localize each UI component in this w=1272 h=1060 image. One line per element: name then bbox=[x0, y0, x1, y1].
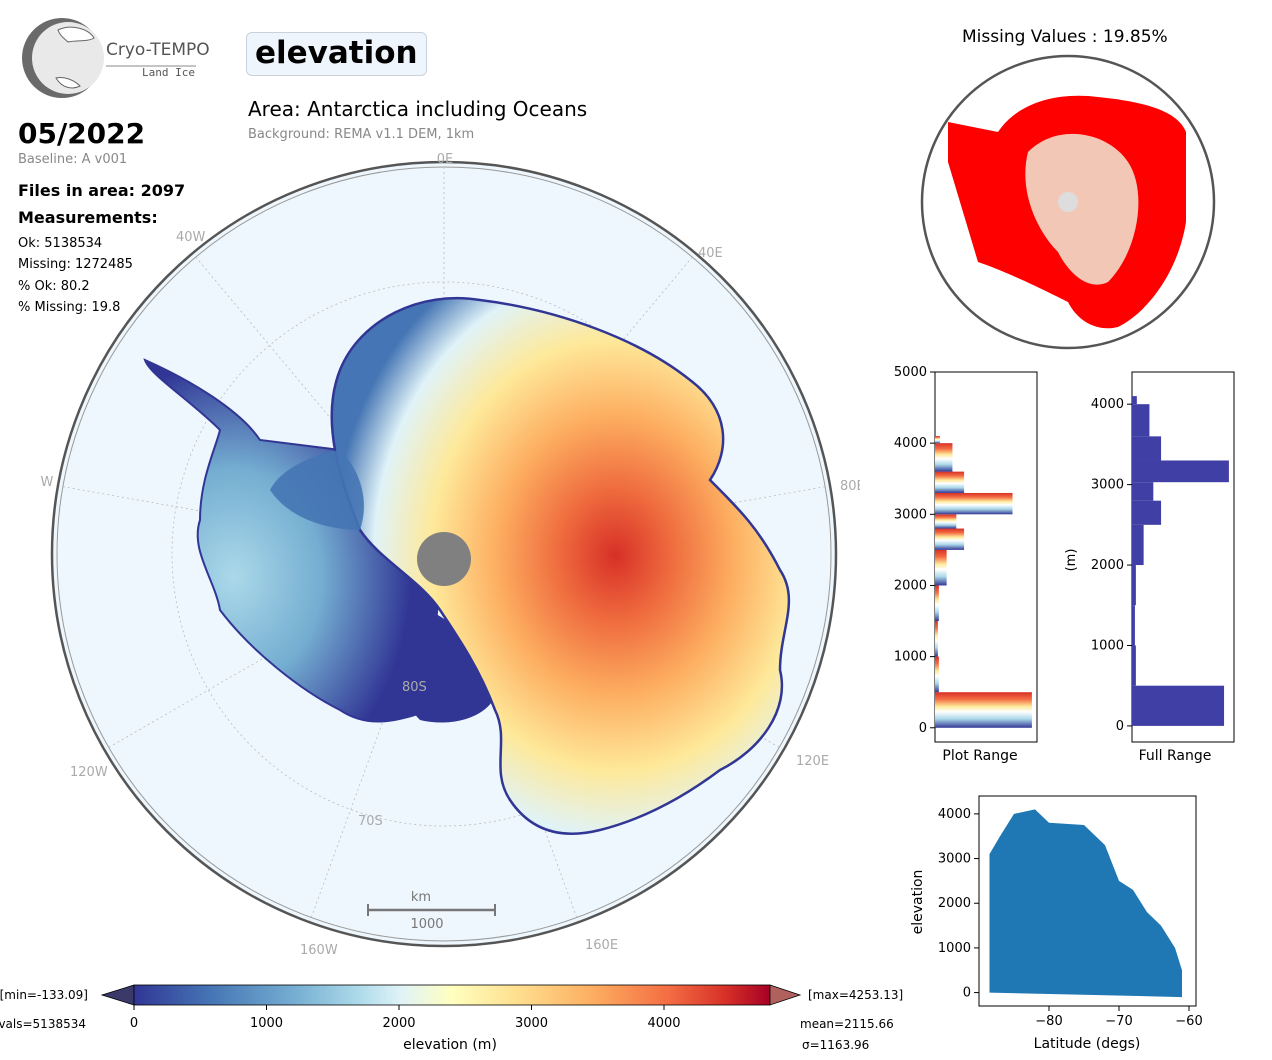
colorbar-tick-label: 4000 bbox=[647, 1016, 680, 1031]
hist-ytick-label: 1000 bbox=[1091, 638, 1124, 653]
hist-ytick-label: 5000 bbox=[894, 365, 927, 380]
hist-ytick-label: 2000 bbox=[894, 578, 927, 593]
hist-bar bbox=[1132, 396, 1137, 405]
full-range-label: Full Range bbox=[1139, 748, 1212, 764]
scale-unit: km bbox=[411, 890, 431, 905]
missing-count: Missing: 1272485 bbox=[18, 257, 133, 272]
scatter-xtick-label: −80 bbox=[1035, 1014, 1062, 1029]
colorbar-tick-label: 0 bbox=[130, 1016, 138, 1031]
hist-bar bbox=[935, 621, 938, 657]
hist-bar bbox=[935, 492, 1013, 515]
hist-bar bbox=[935, 692, 1032, 728]
scatter-ytick-label: 3000 bbox=[938, 852, 971, 867]
colorbar-tick-label: 3000 bbox=[515, 1016, 548, 1031]
hist-bar bbox=[1132, 685, 1225, 726]
ok-count: Ok: 5138534 bbox=[18, 236, 103, 251]
hist-bar bbox=[935, 656, 939, 693]
hist-ytick-label: 4000 bbox=[1091, 397, 1124, 412]
scale-bar: km 1000 bbox=[367, 890, 496, 932]
hist-bar bbox=[1132, 404, 1150, 437]
hist-bar bbox=[935, 514, 957, 529]
hist-bar bbox=[1132, 605, 1135, 646]
hist-bar bbox=[935, 585, 939, 622]
scatter-xlabel: Latitude (degs) bbox=[1034, 1036, 1141, 1052]
scatter-ytick-label: 4000 bbox=[938, 807, 971, 822]
lon-label-40w: 40W bbox=[176, 230, 206, 245]
colorbar-nvals: nvals=5138534 bbox=[0, 1017, 86, 1031]
background-note: Background: REMA v1.1 DEM, 1km bbox=[248, 127, 475, 142]
lon-label-120w: 120W bbox=[70, 765, 108, 780]
hist-ytick-label: 3000 bbox=[1091, 478, 1124, 493]
antarctica-elevation-map: 0E 40E 80E 120E 160E 160W 120W 80W 40W 8… bbox=[40, 152, 860, 958]
colorbar-mean: mean=2115.66 bbox=[800, 1017, 894, 1031]
hist-bar bbox=[1132, 436, 1162, 461]
files-in-area: Files in area: 2097 bbox=[18, 181, 186, 200]
parameter-title: elevation bbox=[246, 32, 427, 76]
hist-bar bbox=[935, 436, 940, 444]
scatter-ytick-label: 0 bbox=[963, 986, 971, 1001]
hist-ytick-label: 0 bbox=[1116, 719, 1124, 734]
measurements-label: Measurements: bbox=[18, 208, 158, 227]
hist-bar bbox=[1132, 645, 1136, 686]
hist-bar bbox=[935, 528, 965, 550]
lon-label-80e: 80E bbox=[840, 479, 860, 494]
logo-subtitle: Land Ice bbox=[142, 66, 195, 79]
area-title: Area: Antarctica including Oceans bbox=[248, 97, 588, 121]
cryo-tempo-logo bbox=[22, 18, 196, 98]
lon-label-160e: 160E bbox=[585, 938, 618, 953]
scatter-xtick-label: −70 bbox=[1105, 1014, 1132, 1029]
lon-label-80w: 80W bbox=[40, 475, 54, 490]
pct-missing: % Missing: 19.8 bbox=[18, 300, 121, 315]
plot-range-histogram: 0 1000 2000 3000 4000 5000 Plot Range bbox=[894, 365, 1038, 764]
colorbar-label: elevation (m) bbox=[403, 1037, 497, 1053]
lon-label-0e: 0E bbox=[437, 152, 454, 167]
hist-bar bbox=[935, 549, 947, 586]
hist-ytick-label: 0 bbox=[919, 721, 927, 736]
hist-bar bbox=[935, 443, 953, 472]
elevation-colorbar: 0 1000 2000 3000 4000 elevation (m) [min=-13… bbox=[0, 984, 903, 1053]
hist-bar bbox=[1132, 482, 1154, 501]
hist-ytick-label: 3000 bbox=[894, 507, 927, 522]
pct-ok: % Ok: 80.2 bbox=[18, 279, 90, 294]
latitude-elevation-scatter: 0 1000 2000 3000 4000 −80 −70 −60 elevation Lat… bbox=[910, 795, 1203, 1052]
lon-label-160w: 160W bbox=[300, 943, 338, 958]
hist-bar bbox=[1132, 460, 1229, 483]
lat-label-80s: 80S bbox=[402, 680, 427, 695]
hist-ytick-label: 1000 bbox=[894, 650, 927, 665]
missing-values-map bbox=[920, 54, 1216, 350]
plot-range-label: Plot Range bbox=[942, 748, 1017, 764]
colorbar-min: [min=-133.09] bbox=[0, 988, 88, 1002]
baseline: Baseline: A v001 bbox=[18, 152, 128, 167]
colorbar-tick-label: 2000 bbox=[382, 1016, 415, 1031]
hist-ytick-label: 2000 bbox=[1091, 558, 1124, 573]
scatter-xtick-label: −60 bbox=[1175, 1014, 1202, 1029]
colorbar-max: [max=4253.13] bbox=[808, 988, 903, 1002]
scatter-ytick-label: 2000 bbox=[938, 896, 971, 911]
scatter-ylabel: elevation bbox=[910, 870, 926, 935]
scale-value: 1000 bbox=[410, 917, 443, 932]
logo-name: Cryo-TEMPO bbox=[106, 40, 210, 60]
lon-label-40e: 40E bbox=[698, 246, 723, 261]
colorbar-sigma: σ=1163.96 bbox=[802, 1038, 869, 1052]
missing-values-title: Missing Values : 19.85% bbox=[962, 27, 1168, 47]
scatter-ytick-label: 1000 bbox=[938, 941, 971, 956]
lon-label-120e: 120E bbox=[796, 754, 829, 769]
colorbar-tick-label: 1000 bbox=[250, 1016, 283, 1031]
full-range-histogram: 0 1000 2000 3000 4000 (m) Full Range bbox=[1064, 371, 1235, 764]
hist-bar bbox=[935, 471, 965, 493]
full-range-ylabel: (m) bbox=[1064, 549, 1079, 572]
scatter-points bbox=[989, 809, 1182, 998]
hist-bar bbox=[1132, 524, 1144, 566]
hist-bar bbox=[1132, 500, 1162, 525]
hist-bar bbox=[1132, 565, 1136, 606]
hist-ytick-label: 4000 bbox=[894, 436, 927, 451]
date: 05/2022 bbox=[18, 117, 146, 150]
lat-label-70s: 70S bbox=[358, 814, 383, 829]
